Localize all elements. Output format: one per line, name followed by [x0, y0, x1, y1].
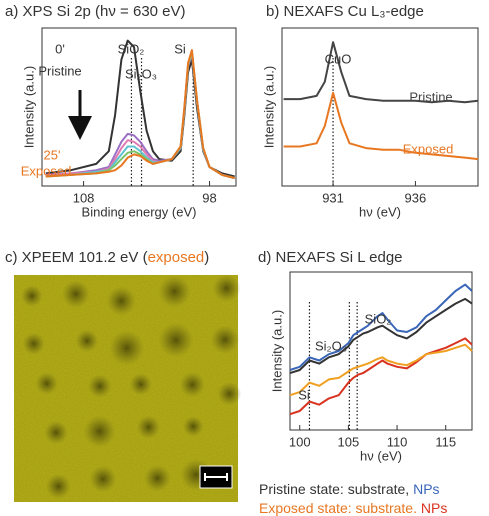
- x-tick-label: 108: [73, 190, 95, 205]
- annotation: 0': [55, 41, 65, 56]
- x-tick-label: 931: [322, 190, 344, 205]
- title-part: exposed: [148, 249, 205, 266]
- x-tick-label: 105: [338, 434, 360, 449]
- annotation: CuO: [325, 51, 352, 66]
- x-tick-label: 100: [289, 434, 311, 449]
- legend-entry: Pristine state: substrate, NPs: [259, 481, 440, 497]
- annotation: SiO₂: [365, 311, 392, 326]
- panel-title: d) NEXAFS Si L edge: [258, 249, 403, 266]
- annotation: Si: [298, 387, 310, 402]
- annotation: Pristine: [409, 89, 452, 104]
- legend-part: Exposed state: substrate.: [259, 500, 421, 516]
- y-axis-label: Intensity (a.u.): [21, 66, 36, 148]
- annotation: Si: [174, 41, 186, 56]
- annotation: Si₂O₃: [125, 66, 157, 81]
- data-line: [289, 337, 473, 416]
- scale-bar: [204, 473, 228, 481]
- data-line: [45, 49, 235, 180]
- legend-entry: Exposed state: substrate. NPs: [259, 500, 447, 516]
- title-part: c) XPEEM 101.2 eV (: [5, 249, 148, 266]
- data-line: [283, 91, 479, 161]
- annotation: Pristine: [38, 63, 81, 78]
- annotation: Exposed: [21, 163, 72, 178]
- x-tick-label: 98: [202, 190, 216, 205]
- x-tick-label: 110: [387, 434, 408, 449]
- panel-title: c) XPEEM 101.2 eV (exposed): [5, 249, 209, 266]
- y-axis-label: Intensity (a.u.): [269, 310, 284, 392]
- plot-frame: [281, 27, 479, 187]
- x-axis-label: hν (eV): [360, 448, 402, 463]
- x-axis-label: hν (eV): [359, 204, 401, 219]
- data-line: [289, 343, 473, 397]
- legend-part: Pristine state: substrate,: [259, 481, 413, 497]
- plot-frame: [41, 27, 237, 187]
- data-line: [289, 283, 473, 371]
- x-tick-label: 115: [435, 434, 456, 449]
- title-part: ): [204, 249, 209, 266]
- y-axis-label: Intensity (a.u.): [261, 66, 276, 148]
- annotation: Exposed: [403, 141, 454, 156]
- data-line: [283, 41, 479, 104]
- x-tick-label: 936: [405, 190, 427, 205]
- annotation: 25': [44, 147, 61, 162]
- legend-part: NPs: [413, 481, 439, 497]
- panel-title: b) NEXAFS Cu L₃-edge: [266, 3, 424, 20]
- annotation: SiO₂: [118, 41, 145, 56]
- annotation: Si₂O₃: [315, 338, 347, 353]
- x-axis-label: Binding energy (eV): [82, 204, 197, 219]
- panel-title: a) XPS Si 2p (hν = 630 eV): [5, 3, 186, 20]
- legend-part: NPs: [421, 500, 447, 516]
- image-grain: [14, 275, 238, 502]
- data-line: [289, 297, 473, 375]
